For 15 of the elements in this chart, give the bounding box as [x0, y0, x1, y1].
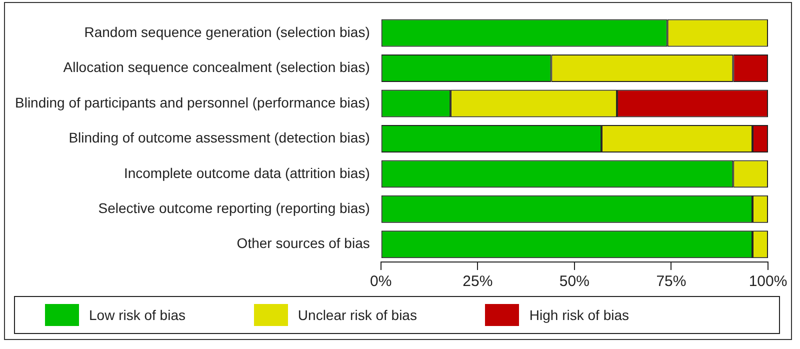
y-tick-label: Allocation sequence concealment (selection bias)	[63, 59, 370, 76]
y-tick-label: Blinding of outcome assessment (detection bias)	[68, 130, 370, 146]
y-tick-label: Selective outcome reporting (reporting bias)	[98, 200, 370, 216]
legend-label: High risk of bias	[529, 307, 629, 323]
x-tick-label: 100%	[748, 273, 788, 290]
x-tick-label: 50%	[559, 273, 590, 290]
y-tick-label: Random sequence generation (selection bias)	[84, 24, 370, 40]
x-tick-label: 0%	[370, 273, 392, 290]
y-tick-label: Blinding of participants and personnel (performance bias)	[14, 94, 370, 110]
y-tick-label: Other sources of bias	[236, 235, 370, 252]
y-tick-label: Incomplete outcome data (attrition bias)	[124, 164, 370, 181]
legend-label: Unclear risk of bias	[298, 307, 417, 323]
x-tick-label: 75%	[656, 273, 686, 290]
x-tick-label: 25%	[462, 273, 493, 290]
legend-label: Low risk of bias	[89, 307, 186, 323]
